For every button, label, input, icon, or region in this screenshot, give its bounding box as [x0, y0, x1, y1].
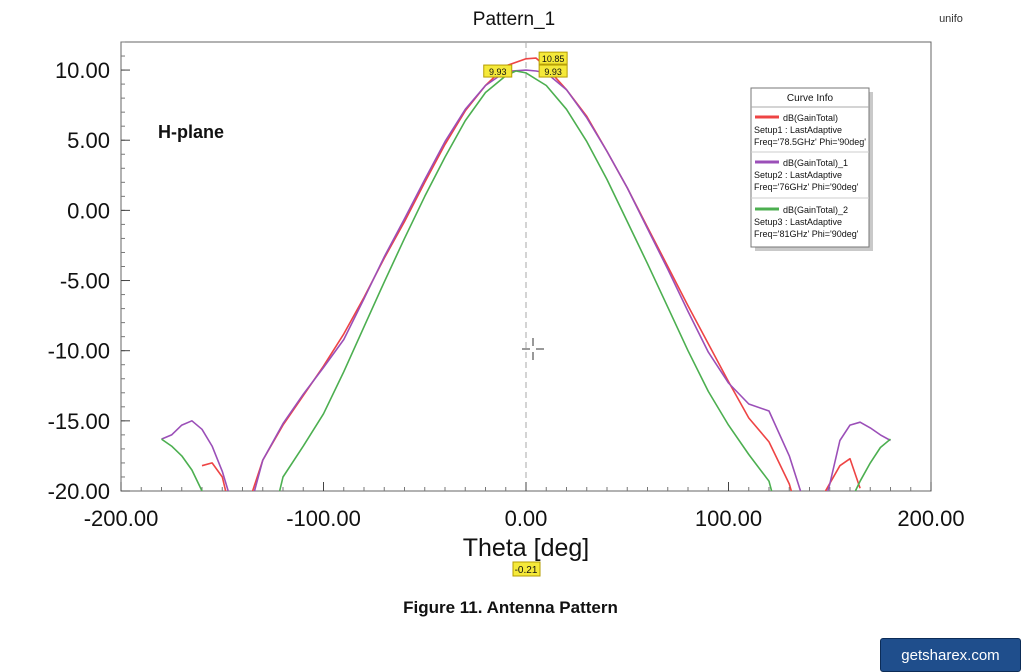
peak-marker-box: [538, 51, 568, 65]
y-tick-label: -5.00: [60, 269, 110, 294]
legend-freq-1: Freq='78.5GHz' Phi='90deg': [754, 137, 866, 147]
legend-series-name-2: dB(GainTotal)_1: [783, 158, 848, 168]
legend-setup-1: Setup1 : LastAdaptive: [754, 125, 842, 135]
chart-title: Pattern_1: [473, 9, 555, 30]
y-tick-label: -20.00: [48, 479, 110, 504]
legend-entry-3: dB(GainTotal)_2 Setup3 : LastAdaptive Fr…: [754, 205, 859, 239]
corner-label: unifo: [939, 13, 963, 25]
peak-marker-label: 9.93: [489, 67, 507, 77]
y-tick-label: -15.00: [48, 409, 110, 434]
legend-setup-2: Setup2 : LastAdaptive: [754, 170, 842, 180]
peak-marker-label: 9.93: [544, 67, 562, 77]
y-tick-label: -10.00: [48, 339, 110, 364]
peak-marker-2: 9.93: [538, 64, 568, 78]
peak-marker-label: 10.85: [542, 54, 565, 64]
series-line-3: [161, 70, 892, 491]
x-tick-label: -200.00: [84, 506, 159, 531]
x-axis-ticks: -200.00 -100.00 0.00 100.00 200.00: [84, 482, 965, 531]
x-axis-marker: -0.21: [512, 561, 541, 577]
marker-layer: 10.85 9.93 9.93: [483, 51, 568, 78]
x-axis-label: Theta [deg]: [463, 534, 589, 562]
x-tick-label: -100.00: [286, 506, 361, 531]
legend: Curve Info dB(GainTotal) Setup1 : LastAd…: [750, 87, 873, 251]
series-layer: [161, 57, 892, 491]
x-tick-label: 100.00: [695, 506, 762, 531]
antenna-pattern-chart: -200.00 -100.00 0.00 100.00 200.00 10.00 5.00…: [47, 9, 965, 577]
y-tick-label: 5.00: [67, 128, 110, 153]
y-axis-ticks: 10.00 5.00 0.00 -5.00 -10.00 -15.00 -20.00: [48, 58, 130, 504]
peak-marker-box: [538, 64, 568, 78]
legend-setup-3: Setup3 : LastAdaptive: [754, 217, 842, 227]
legend-series-name-1: dB(GainTotal): [783, 113, 838, 123]
x-tick-label: 0.00: [505, 506, 548, 531]
peak-marker-3: 9.93: [483, 64, 513, 78]
peak-marker-box: [483, 64, 513, 78]
legend-series-name-3: dB(GainTotal)_2: [783, 205, 848, 215]
crosshair-cursor: [522, 338, 544, 360]
legend-freq-2: Freq='76GHz' Phi='90deg': [754, 182, 859, 192]
x-axis-marker-label: -0.21: [515, 565, 538, 576]
watermark-badge[interactable]: getsharex.com: [880, 638, 1021, 672]
x-tick-label: 200.00: [897, 506, 964, 531]
legend-title: Curve Info: [787, 93, 834, 104]
y-tick-label: 0.00: [67, 198, 110, 223]
legend-freq-3: Freq='81GHz' Phi='90deg': [754, 229, 859, 239]
legend-entry-1: dB(GainTotal) Setup1 : LastAdaptive Freq…: [754, 113, 866, 147]
figure-caption: Figure 11. Antenna Pattern: [403, 598, 618, 617]
peak-marker-1: 10.85: [538, 51, 568, 65]
legend-entry-2: dB(GainTotal)_1 Setup2 : LastAdaptive Fr…: [754, 158, 859, 192]
y-tick-label: 10.00: [55, 58, 110, 83]
h-plane-annotation: H-plane: [158, 122, 224, 142]
series-line-2: [161, 69, 891, 491]
